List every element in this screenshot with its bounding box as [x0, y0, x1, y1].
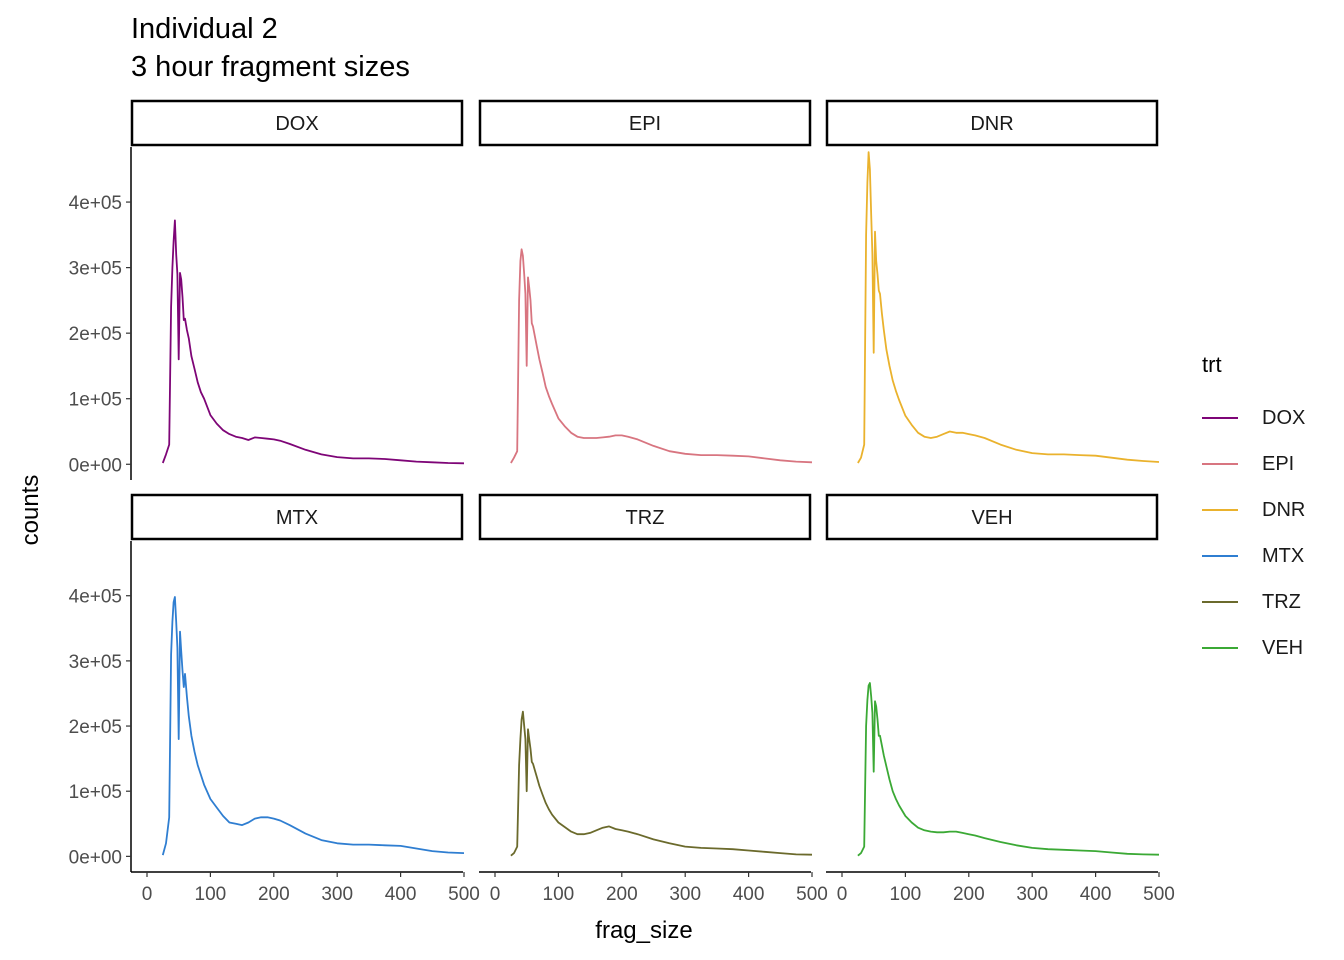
legend-item-dnr: DNR [1202, 495, 1305, 525]
y-tick-label: 3e+05 [69, 652, 122, 673]
x-tick-label: 300 [1016, 884, 1048, 905]
series-line-dnr [857, 151, 1160, 464]
legend-label: EPI [1262, 452, 1295, 475]
x-tick-label: 500 [796, 884, 828, 905]
x-tick-label: 300 [321, 884, 353, 905]
legend-swatch [1202, 463, 1238, 465]
x-tick-label: 0 [837, 884, 848, 905]
panel-dnr: DNR [825, 99, 1160, 464]
x-tick-label: 200 [953, 884, 985, 905]
legend-item-trz: TRZ [1202, 587, 1301, 617]
y-tick-label: 1e+05 [69, 782, 122, 803]
legend-swatch [1202, 509, 1238, 511]
legend-label: DNR [1262, 498, 1306, 521]
facet-strip-label: DNR [970, 113, 1013, 135]
y-axis-title: counts [17, 475, 44, 546]
legend-swatch [1202, 601, 1238, 603]
y-tick-label: 1e+05 [69, 390, 122, 411]
facet-strip-label: VEH [971, 507, 1012, 529]
x-tick-label: 500 [448, 884, 480, 905]
facet-strip [478, 493, 812, 541]
x-axis-title: frag_size [595, 917, 692, 944]
legend-swatch [1202, 647, 1238, 649]
panel-mtx: MTX 0e+00 1e+05 2e+05 3e+05 4e+05 0 100 200 300 40… [69, 493, 480, 905]
x-tick-label: 300 [669, 884, 701, 905]
y-tick-label: 2e+05 [69, 717, 122, 738]
y-tick-label: 4e+05 [69, 587, 122, 608]
legend-item-dox: DOX [1202, 403, 1305, 433]
facet-strip-label: MTX [276, 507, 318, 529]
series-line-dox [161, 219, 465, 465]
x-tick-label: 100 [195, 884, 227, 905]
x-tick-label: 400 [385, 884, 417, 905]
facet-strip-label: EPI [629, 113, 661, 135]
series-line-veh [857, 682, 1160, 857]
panel-trz: TRZ 0 100 200 300 400 500 [478, 493, 828, 905]
facet-strip [130, 99, 464, 147]
facet-strip [825, 493, 1159, 541]
facet-strip-label: TRZ [626, 507, 665, 529]
x-tick-label: 200 [606, 884, 638, 905]
x-tick-label: 100 [890, 884, 922, 905]
series-line-trz [510, 710, 813, 857]
x-tick-label: 200 [258, 884, 290, 905]
chart-title: Individual 2 [131, 13, 278, 45]
panel-dox: DOX 0e+00 1e+05 2e+05 3e+05 4e+05 [69, 99, 465, 480]
facet-strip-label: DOX [275, 113, 318, 135]
x-tick-label: 0 [490, 884, 501, 905]
legend-label: TRZ [1262, 590, 1301, 613]
panel-epi: EPI [478, 99, 813, 464]
facet-strip [130, 493, 464, 541]
facet-strip [478, 99, 812, 147]
series-line-mtx [161, 596, 465, 856]
legend-swatch [1202, 555, 1238, 557]
chart-subtitle: 3 hour fragment sizes [131, 51, 410, 83]
legend-title: trt [1202, 352, 1222, 377]
panel-veh: VEH 0 100 200 300 400 500 [825, 493, 1175, 905]
legend-swatch [1202, 417, 1238, 419]
y-tick-label: 2e+05 [69, 324, 122, 345]
y-tick-label: 4e+05 [69, 193, 122, 214]
x-tick-label: 500 [1143, 884, 1175, 905]
x-tick-label: 100 [543, 884, 575, 905]
legend-item-mtx: MTX [1202, 541, 1304, 571]
x-tick-label: 400 [733, 884, 765, 905]
facet-strip [825, 99, 1159, 147]
legend-item-epi: EPI [1202, 449, 1294, 479]
x-tick-label: 0 [142, 884, 153, 905]
series-line-epi [510, 248, 813, 464]
x-tick-label: 400 [1080, 884, 1112, 905]
legend-label: DOX [1262, 406, 1306, 429]
legend-label: VEH [1262, 636, 1304, 659]
y-tick-label: 0e+00 [69, 455, 122, 476]
legend-item-veh: VEH [1202, 633, 1303, 663]
legend-label: MTX [1262, 544, 1305, 567]
y-tick-label: 0e+00 [69, 847, 122, 868]
y-tick-label: 3e+05 [69, 259, 122, 280]
